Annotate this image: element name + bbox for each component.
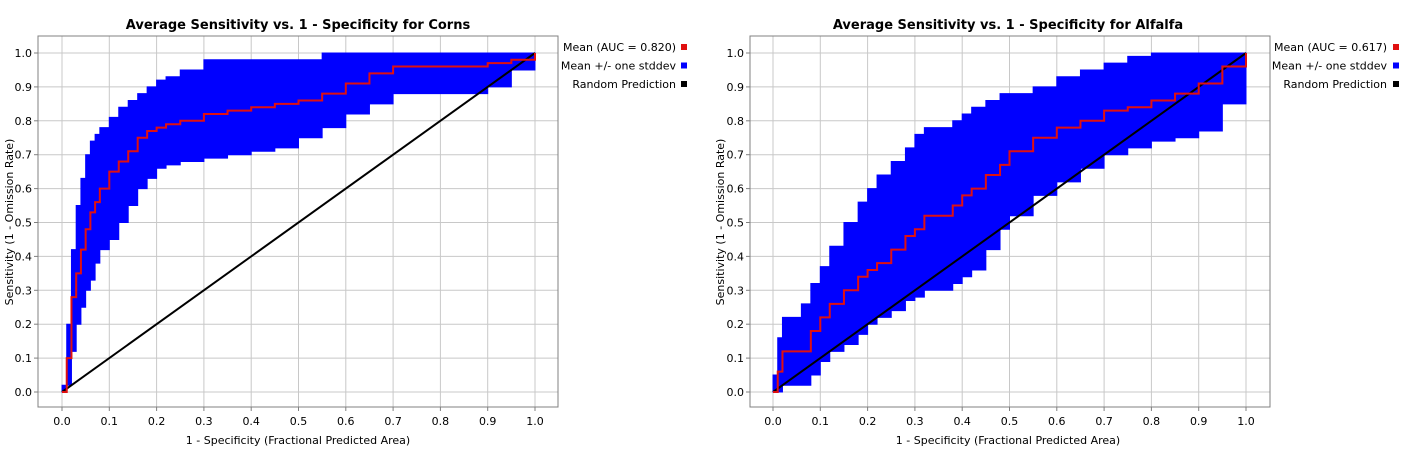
- x-tick-label: 0.2: [859, 415, 877, 428]
- plot-area: 0.0 0.1 0.2 0.3 0.4 0.5 0.6 0.7 0.8 0.9 1.0 0.0 0.1 0…: [15, 35, 559, 428]
- x-tick-label: 0.5: [290, 415, 308, 428]
- y-tick-label: 1.0: [727, 47, 745, 60]
- x-tick-label: 0.6: [1048, 415, 1066, 428]
- plot-area: 0.0 0.1 0.2 0.3 0.4 0.5 0.6 0.7 0.8 0.9 1.0 0.0 0.1 0…: [727, 35, 1271, 428]
- y-tick-label: 0.5: [15, 217, 33, 230]
- y-tick-label: 0.1: [727, 352, 745, 365]
- y-axis-label: Sensitivity (1 - Omission Rate): [3, 139, 16, 306]
- legend-entry-label: Random Prediction: [572, 78, 676, 91]
- x-tick-label: 0.4: [953, 415, 971, 428]
- x-tick-label: 0.2: [148, 415, 166, 428]
- x-tick-label: 0.1: [812, 415, 830, 428]
- x-tick-label: 0.1: [101, 415, 119, 428]
- x-axis-label: 1 - Specificity (Fractional Predicted Ar…: [896, 434, 1120, 447]
- y-axis-label: Sensitivity (1 - Omission Rate): [714, 139, 727, 306]
- x-tick-label: 0.7: [1095, 415, 1113, 428]
- x-tick-label: 0.8: [432, 415, 450, 428]
- y-tick-label: 0.6: [727, 183, 745, 196]
- y-tick-label: 0.9: [15, 81, 33, 94]
- chart-alfalfa: Average Sensitivity vs. 1 - Specificity …: [714, 18, 1399, 447]
- legend-swatch: [1393, 44, 1399, 50]
- x-tick-label: 0.5: [1001, 415, 1019, 428]
- y-tick-label: 1.0: [15, 47, 33, 60]
- random-prediction-line: [772, 52, 1247, 393]
- x-tick-label: 1.0: [1237, 415, 1255, 428]
- y-tick-label: 0.0: [15, 386, 33, 399]
- legend-entry-label: Random Prediction: [1283, 78, 1387, 91]
- y-tick-label: 0.4: [15, 250, 33, 263]
- y-tick-label: 0.6: [15, 183, 33, 196]
- mean-roc-line: [773, 53, 1247, 393]
- y-tick-label: 0.9: [727, 81, 745, 94]
- legend-entry-label: Mean (AUC = 0.617): [1274, 41, 1387, 54]
- y-tick-label: 0.1: [15, 352, 33, 365]
- chart-corns: Average Sensitivity vs. 1 - Specificity …: [3, 18, 687, 447]
- chart-title: Average Sensitivity vs. 1 - Specificity …: [126, 18, 471, 33]
- y-tick-label: 0.3: [15, 284, 33, 297]
- y-tick-label: 0.0: [727, 386, 745, 399]
- y-tick-label: 0.4: [727, 250, 745, 263]
- legend: Mean (AUC = 0.617) Mean +/- one stddev Ran…: [1272, 41, 1399, 91]
- legend-swatch: [1393, 81, 1399, 87]
- x-tick-label: 0.3: [906, 415, 924, 428]
- x-tick-label: 0.4: [242, 415, 260, 428]
- x-tick-label: 0.9: [479, 415, 497, 428]
- legend-entry-label: Mean +/- one stddev: [1272, 60, 1388, 73]
- y-tick-label: 0.7: [727, 149, 745, 162]
- legend-swatch: [681, 81, 687, 87]
- legend-swatch: [681, 62, 687, 69]
- x-tick-label: 1.0: [526, 415, 544, 428]
- x-tick-label: 0.8: [1143, 415, 1161, 428]
- legend-entry-label: Mean +/- one stddev: [561, 60, 677, 73]
- mean-roc-line: [62, 53, 536, 393]
- x-tick-label: 0.7: [384, 415, 402, 428]
- legend: Mean (AUC = 0.820) Mean +/- one stddev Ran…: [561, 41, 687, 91]
- legend-swatch: [1393, 62, 1399, 69]
- x-tick-label: 0.3: [195, 415, 213, 428]
- y-tick-label: 0.2: [727, 318, 745, 331]
- y-tick-label: 0.8: [727, 115, 745, 128]
- chart-title: Average Sensitivity vs. 1 - Specificity …: [833, 18, 1183, 33]
- x-axis-label: 1 - Specificity (Fractional Predicted Ar…: [186, 434, 410, 447]
- x-tick-label: 0.0: [53, 415, 71, 428]
- x-tick-label: 0.6: [337, 415, 355, 428]
- y-tick-label: 0.3: [727, 284, 745, 297]
- y-tick-label: 0.2: [15, 318, 33, 331]
- x-tick-label: 0.0: [764, 415, 782, 428]
- legend-entry-label: Mean (AUC = 0.820): [563, 41, 676, 54]
- x-tick-label: 0.9: [1190, 415, 1208, 428]
- y-tick-label: 0.5: [727, 217, 745, 230]
- y-tick-label: 0.8: [15, 115, 33, 128]
- legend-swatch: [681, 44, 687, 50]
- y-tick-label: 0.7: [15, 149, 33, 162]
- stddev-band: [61, 52, 536, 393]
- random-prediction-line: [61, 52, 536, 393]
